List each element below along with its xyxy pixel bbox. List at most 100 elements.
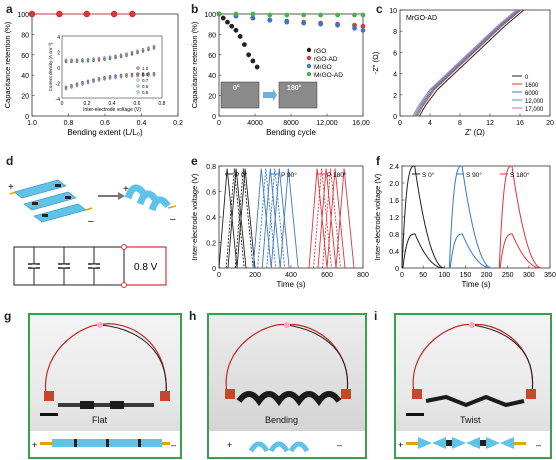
cv-point bbox=[81, 57, 84, 61]
angle-0-label: 0° bbox=[233, 84, 240, 92]
series-point bbox=[301, 12, 307, 18]
inset-x-tick: 0.4 bbox=[109, 101, 116, 107]
cv-point bbox=[152, 74, 156, 77]
strip-bending: + – bbox=[209, 431, 365, 457]
charge-discharge-curve bbox=[236, 168, 256, 269]
panel-b: b 100 80 60 40 20 00 4000 8000 12,000 16,000 Bendi… bbox=[185, 0, 374, 145]
inset-y-tick: -2 bbox=[56, 82, 61, 88]
series-point bbox=[352, 12, 357, 18]
nyquist-line bbox=[412, 9, 517, 117]
y-tick-label: 2 bbox=[393, 93, 397, 100]
legend-marker bbox=[306, 55, 312, 61]
panel-d: d + – + – bbox=[0, 152, 185, 297]
legend-label: 0 bbox=[525, 75, 529, 81]
inset-x-label: Inter-electrode voltage (V) bbox=[83, 107, 141, 113]
inset-legend-marker bbox=[136, 78, 140, 82]
legend-label: S 180° bbox=[510, 171, 530, 179]
y-tick-label: 20 bbox=[21, 94, 29, 101]
series-point bbox=[216, 11, 222, 17]
charge-discharge-curve bbox=[227, 168, 247, 269]
nyquist-line bbox=[419, 9, 525, 117]
series-point bbox=[284, 19, 290, 25]
strip-minus-i: – bbox=[536, 440, 541, 450]
y-tick-label: 1.2 bbox=[389, 215, 399, 222]
x-tick-label: 200 bbox=[249, 272, 261, 279]
x-tick-label: 0 bbox=[400, 272, 404, 279]
y-tick-label: 100 bbox=[17, 12, 29, 19]
legend-marker bbox=[306, 71, 312, 77]
x-tick-label: 350 bbox=[544, 272, 556, 279]
retention-point bbox=[28, 10, 36, 18]
x-tick-label: 8000 bbox=[283, 120, 299, 127]
inset-frame bbox=[61, 35, 163, 99]
cv-point bbox=[119, 76, 123, 79]
inset-legend-marker bbox=[136, 66, 140, 70]
series-point bbox=[229, 23, 235, 29]
x-tick-label: 4 bbox=[428, 120, 432, 127]
cv-point bbox=[114, 54, 117, 57]
chart-b: 100 80 60 40 20 00 4000 8000 12,000 16,000 Bending… bbox=[190, 11, 374, 137]
inset-x-tick: 0.8 bbox=[159, 101, 166, 107]
charge-discharge-curve bbox=[261, 168, 281, 269]
strip-plus-h: + bbox=[227, 440, 232, 450]
legend-label: S 90° bbox=[466, 171, 482, 179]
series-point bbox=[267, 17, 273, 23]
panel-label-g: g bbox=[4, 309, 12, 323]
charge-discharge-curve bbox=[257, 168, 277, 269]
panel-h: h Bending + – bbox=[185, 305, 370, 460]
cv-point bbox=[147, 46, 150, 49]
charge-discharge-curve bbox=[270, 168, 290, 269]
x-tick-label: 0.8 bbox=[64, 120, 74, 127]
x-tick-label: 16,000 bbox=[352, 120, 370, 127]
series-point bbox=[220, 15, 226, 21]
legend-label: P 90° bbox=[281, 171, 297, 179]
series-point bbox=[246, 52, 252, 58]
legend-label: 6000 bbox=[525, 91, 539, 97]
x-tick-label: 0 bbox=[217, 272, 221, 279]
bent-device-illustration bbox=[124, 184, 177, 212]
x-axis-label: Bending extent (L/L₀) bbox=[67, 128, 143, 137]
cv-point bbox=[86, 57, 90, 61]
inset-y-label: Current density (A cm⁻²) bbox=[48, 42, 53, 91]
y-tick-label: 60 bbox=[208, 53, 216, 60]
x-tick-label: 800 bbox=[357, 272, 369, 279]
y-tick-label: 40 bbox=[208, 73, 216, 80]
legend-label: 1600 bbox=[525, 83, 539, 89]
strip-plus-i: + bbox=[398, 440, 403, 450]
y-tick-label: 0 bbox=[25, 114, 29, 121]
y-tick-label: 0.6 bbox=[206, 190, 216, 197]
series-point bbox=[250, 15, 256, 21]
charge-discharge-curve bbox=[252, 168, 272, 269]
flat-plus-sign: + bbox=[8, 182, 14, 193]
cv-point bbox=[114, 76, 117, 80]
chart-c-title: MrGO-AD bbox=[406, 15, 437, 22]
caption-flat: Flat bbox=[92, 415, 108, 425]
y-axis-label: Inter-electrode voltage (V) bbox=[190, 173, 199, 260]
bend-arrow bbox=[263, 89, 277, 101]
series-point bbox=[335, 12, 340, 18]
strip-flat: + – bbox=[30, 431, 180, 457]
cv-point bbox=[97, 79, 101, 82]
panel-e: e 0.8 0.6 0.4 0.2 0 0 200 400 600 800 Time (s) Inte… bbox=[185, 152, 370, 297]
chart-f: 2.4 2.0 1.6 1.2 0.8 0.4 00 50 100 150 200 250 300 350… bbox=[373, 164, 556, 289]
cv-point bbox=[147, 74, 150, 77]
series-point bbox=[318, 21, 324, 27]
charge-discharge-curve bbox=[279, 168, 299, 269]
charge-discharge-curve bbox=[308, 168, 328, 269]
legend-label: MrGO-AD bbox=[314, 72, 343, 79]
legend-label: rGO bbox=[314, 48, 326, 55]
chart-e: 0.8 0.6 0.4 0.2 00 200 400 600 800 Time (s) Inter-… bbox=[190, 164, 369, 289]
cv-point bbox=[92, 57, 95, 60]
x-axis-label: Time (s) bbox=[276, 280, 305, 289]
y-tick-label: 100 bbox=[204, 12, 216, 19]
series-point bbox=[360, 12, 366, 18]
cv-point bbox=[92, 80, 95, 84]
x-tick-label: 0 bbox=[398, 120, 402, 127]
legend-label: 12,000 bbox=[525, 99, 544, 105]
charge-discharge-curve bbox=[218, 168, 238, 269]
panel-label-h: h bbox=[189, 309, 197, 323]
y-axis-label: Capacitance retention (%) bbox=[3, 21, 12, 108]
inset-y-tick: 4 bbox=[57, 35, 60, 41]
charge-discharge-curve bbox=[266, 168, 286, 269]
nyquist-line bbox=[413, 9, 519, 117]
